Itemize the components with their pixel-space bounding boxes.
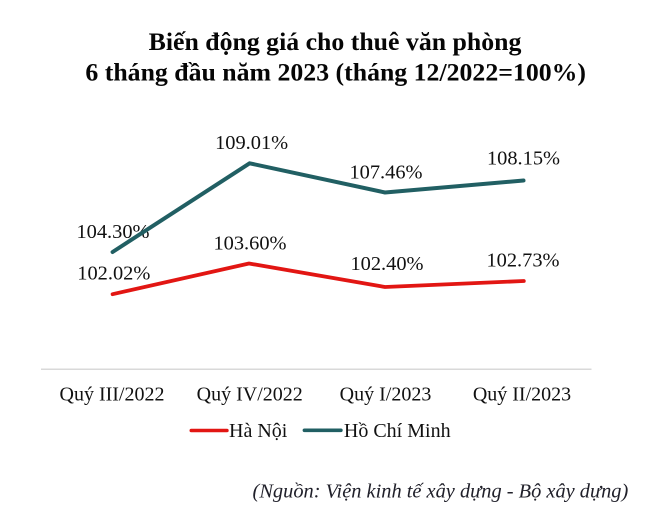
svg-text:109.01%: 109.01% [215,132,288,154]
svg-text:Quý I/2023: Quý I/2023 [340,383,432,405]
svg-text:Hà Nội: Hà Nội [229,420,288,442]
svg-text:102.73%: 102.73% [486,249,559,271]
svg-text:Quý IV/2022: Quý IV/2022 [197,383,303,405]
svg-text:Hồ Chí Minh: Hồ Chí Minh [344,420,451,442]
svg-text:Biến động giá cho thuê văn phò: Biến động giá cho thuê văn phòng [149,27,522,56]
svg-text:102.40%: 102.40% [350,253,423,275]
svg-text:Quý II/2023: Quý II/2023 [473,383,571,405]
svg-text:108.15%: 108.15% [487,148,560,170]
svg-text:(Nguồn: Viện kinh tế xây dựng: (Nguồn: Viện kinh tế xây dựng - Bộ xây d… [253,480,629,502]
svg-text:104.30%: 104.30% [76,221,149,243]
svg-text:103.60%: 103.60% [213,233,286,255]
svg-text:107.46%: 107.46% [349,162,422,184]
svg-text:102.02%: 102.02% [77,262,150,284]
svg-text:Quý III/2022: Quý III/2022 [60,383,165,405]
svg-text:6 tháng đầu năm 2023 (tháng 12: 6 tháng đầu năm 2023 (tháng 12/2022=100%… [85,57,586,86]
